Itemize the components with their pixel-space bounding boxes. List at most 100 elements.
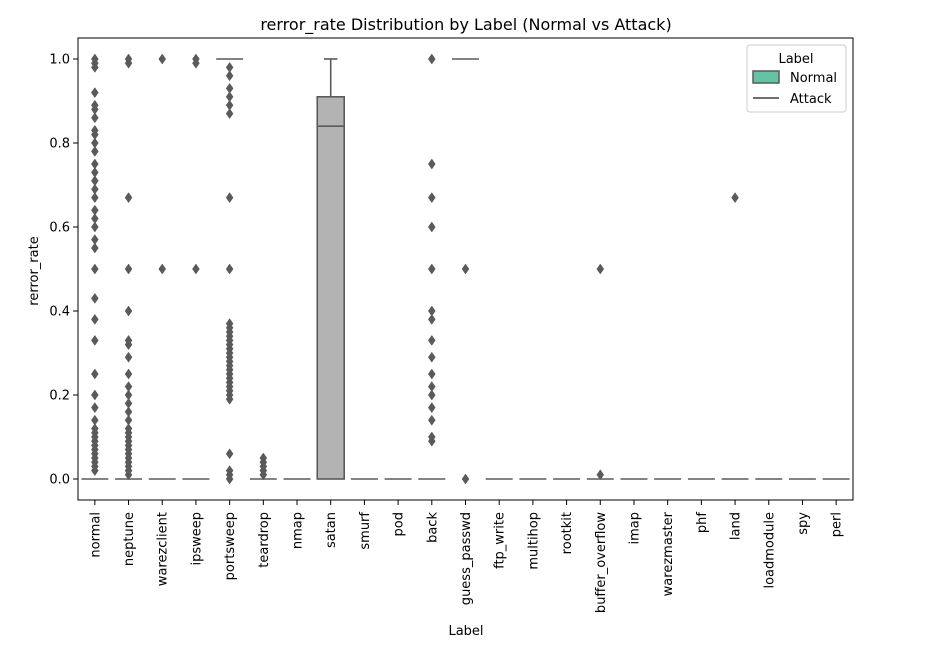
outlier-point: [225, 108, 234, 120]
outlier-point: [731, 192, 739, 204]
outlier-point: [124, 389, 133, 401]
outlier-point: [91, 234, 99, 246]
y-tick-label: 0.0: [49, 473, 70, 488]
x-tick-label: teardrop: [257, 512, 272, 568]
outlier-point: [91, 423, 99, 435]
outlier-point: [427, 221, 436, 233]
box-iqr: [316, 96, 345, 480]
outlier-point: [427, 263, 436, 275]
x-tick-label: smurf: [358, 512, 373, 550]
outlier-point: [91, 99, 99, 111]
outlier-point: [225, 70, 234, 82]
x-tick-label: imap: [627, 512, 642, 545]
outlier-point: [225, 465, 234, 477]
box-satan: [316, 58, 345, 480]
outlier-point: [225, 448, 234, 460]
outlier-point: [225, 99, 234, 111]
outlier-point: [225, 263, 234, 275]
box-ipsweep: [182, 53, 210, 480]
outlier-point: [124, 423, 133, 435]
outlier-point: [225, 91, 234, 103]
x-tick-label: normal: [88, 512, 103, 558]
x-tick-label: back: [425, 512, 440, 543]
x-tick-label: nmap: [291, 512, 306, 549]
box-land: [721, 192, 749, 480]
outlier-point: [124, 263, 133, 275]
outlier-point: [427, 334, 436, 346]
x-axis: normal neptune warezclient ipsweep portsweep…: [88, 500, 845, 613]
y-tick-label: 0.8: [49, 137, 70, 152]
legend: Label Normal Attack: [746, 44, 847, 113]
outlier-point: [461, 263, 470, 275]
x-axis-label: Label: [448, 624, 483, 639]
legend-frame: [746, 44, 847, 113]
y-axis: 0.0 0.2 0.4 0.6 0.8 1.0: [49, 53, 78, 488]
x-tick-label: neptune: [122, 512, 137, 566]
outlier-point: [91, 368, 99, 380]
x-tick-label: perl: [830, 512, 845, 537]
x-tick-label: land: [729, 512, 744, 540]
outlier-point: [124, 381, 133, 393]
x-tick-label: multihop: [526, 512, 541, 570]
outlier-point: [91, 414, 99, 426]
x-tick-label: rootkit: [560, 512, 575, 554]
y-tick-label: 0.6: [49, 221, 70, 236]
outlier-point: [192, 263, 200, 275]
outlier-point: [91, 292, 99, 304]
x-tick-label: phf: [695, 512, 710, 533]
x-tick-label: ipsweep: [189, 512, 204, 566]
outlier-point: [124, 406, 133, 418]
outlier-point: [91, 213, 99, 225]
outlier-point: [427, 381, 436, 393]
box-back: [418, 53, 446, 480]
x-tick-label: pod: [392, 512, 407, 536]
outlier-point: [91, 221, 99, 233]
outlier-point: [158, 53, 167, 65]
box-teardrop: [249, 452, 277, 481]
box-guess_passwd: [452, 58, 479, 485]
chart-title: rerror_rate Distribution by Label (Norma…: [260, 15, 671, 35]
outlier-point: [91, 87, 99, 99]
outlier-point: [91, 166, 99, 178]
outlier-point: [124, 397, 133, 409]
box-neptune: [115, 53, 143, 481]
box-normal: [81, 53, 109, 480]
y-tick-label: 0.4: [49, 305, 70, 320]
outlier-point: [192, 53, 200, 65]
y-tick-label: 1.0: [49, 53, 70, 68]
outlier-point: [91, 334, 99, 346]
outlier-point: [427, 53, 436, 65]
outlier-point: [124, 334, 133, 346]
x-tick-label: guess_passwd: [459, 512, 474, 605]
outlier-point: [91, 137, 99, 149]
outlier-point: [225, 61, 234, 73]
y-tick-label: 0.2: [49, 389, 70, 404]
outlier-point: [225, 192, 234, 204]
outlier-point: [91, 204, 99, 216]
outlier-point: [124, 53, 133, 65]
x-tick-label: spy: [796, 512, 811, 535]
legend-label-normal: Normal: [790, 71, 837, 86]
x-tick-label: warezmaster: [661, 511, 676, 596]
plot-area: [81, 53, 850, 485]
x-tick-label: buffer_overflow: [594, 512, 609, 613]
outlier-point: [91, 183, 99, 195]
box-buffer_overflow: [586, 263, 614, 481]
outlier-point: [124, 414, 133, 426]
outlier-point: [158, 263, 167, 275]
x-tick-label: ftp_write: [493, 512, 508, 569]
x-tick-label: satan: [324, 512, 339, 548]
box-warezclient: [148, 53, 176, 480]
outlier-point: [427, 402, 436, 414]
outlier-point: [461, 473, 470, 485]
outlier-point: [91, 112, 99, 124]
outlier-point: [124, 305, 133, 317]
outlier-point: [91, 389, 99, 401]
outlier-point: [91, 124, 99, 136]
y-axis-label: rerror_rate: [27, 236, 42, 305]
outlier-point: [91, 145, 99, 157]
outlier-point: [91, 242, 99, 254]
outlier-point: [124, 192, 133, 204]
outlier-point: [91, 402, 99, 414]
